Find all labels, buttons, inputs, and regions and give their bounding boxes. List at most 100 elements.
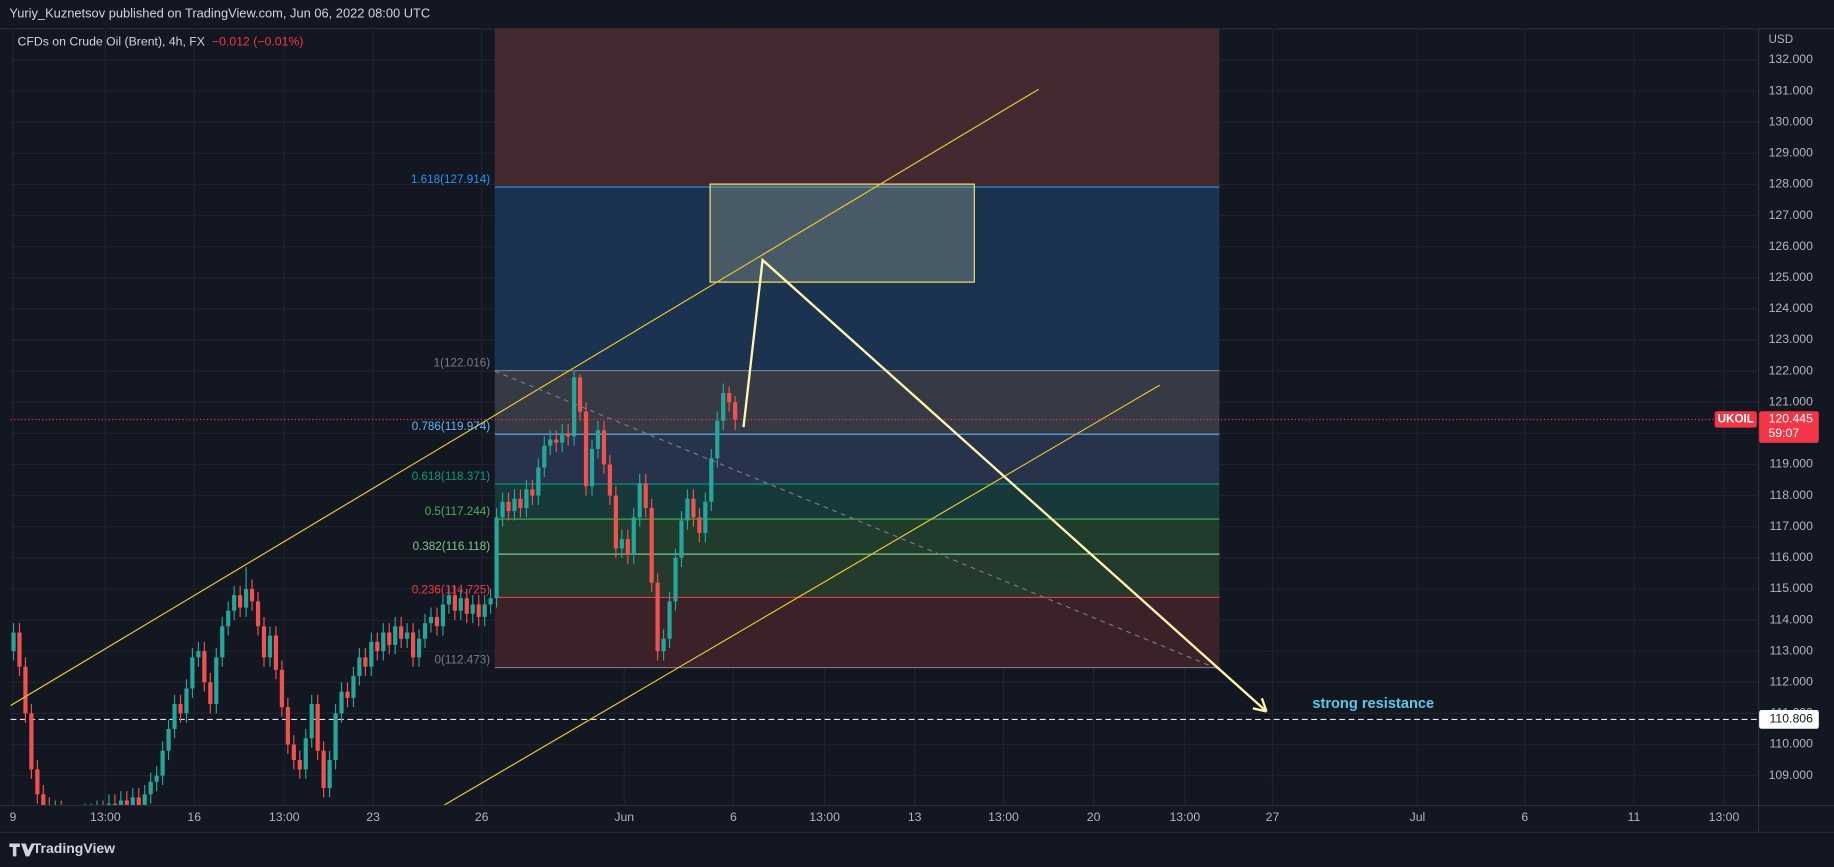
candle-body (321, 750, 326, 789)
resistance-label: strong resistance (1312, 696, 1434, 712)
candle-body (506, 501, 511, 512)
x-tick-label: 26 (475, 810, 489, 824)
y-tick-label: 122.000 (1769, 363, 1814, 377)
x-tick-label: 27 (1266, 810, 1280, 824)
x-tick-label: 9 (9, 810, 16, 824)
x-tick-label: Jul (1410, 810, 1426, 824)
candle-body (160, 750, 165, 776)
fib-zone (494, 370, 1220, 435)
fib-zone (494, 434, 1220, 485)
fib-zone (494, 28, 1220, 188)
candle-body (214, 657, 219, 705)
candle-body (601, 430, 607, 465)
x-tick-label: 13:00 (90, 810, 121, 824)
candle-body (220, 626, 225, 658)
trend-line (10, 88, 1040, 707)
y-tick-label: 129.000 (1769, 146, 1814, 160)
candle-body (422, 623, 428, 639)
candle-body (673, 557, 678, 602)
candle-body (142, 794, 147, 805)
candle-body (375, 641, 380, 652)
target-zone (709, 183, 975, 283)
x-tick-label: 13:00 (809, 810, 840, 824)
candle-body (589, 448, 595, 487)
y-tick-label: 109.000 (1769, 768, 1814, 782)
candle-body (118, 800, 123, 805)
y-tick-label: 126.000 (1769, 239, 1814, 253)
x-tick-label: 13:00 (1169, 810, 1200, 824)
y-tick-label: 131.000 (1769, 83, 1814, 97)
fib-label: 1(122.016) (434, 357, 491, 370)
symbol-tag (1714, 411, 1757, 428)
candle-body (333, 713, 338, 761)
footer-logo (9, 843, 36, 857)
candle-body (577, 377, 583, 412)
candle-body (11, 632, 16, 652)
y-tick-label: 125.000 (1769, 270, 1814, 284)
candle-body (172, 704, 177, 729)
symbol-label: UKOIL (1718, 413, 1754, 426)
candle-body (691, 498, 696, 518)
candle-body (410, 632, 416, 658)
candle-body (148, 781, 153, 795)
candle-body (583, 411, 589, 487)
y-tick-label: 117.000 (1770, 519, 1814, 533)
candle-body (446, 595, 451, 605)
candle-body (369, 641, 374, 667)
x-tick-label: 13 (908, 810, 922, 824)
candle-body (530, 489, 535, 496)
candle-body (178, 704, 183, 714)
candle-body (524, 489, 529, 509)
legend-change: −0.012 (−0.01%) (212, 35, 303, 49)
candle-body (202, 651, 207, 683)
forecast-arrow (742, 257, 1268, 713)
y-axis-label: USD (1769, 33, 1794, 46)
candle-body (285, 707, 290, 745)
candle-body (405, 632, 410, 639)
arrow-head (1252, 707, 1267, 713)
candle-body (255, 601, 261, 627)
x-tick-label: 11 (1628, 810, 1641, 824)
fib-zone (494, 484, 1220, 520)
candle-body (273, 635, 279, 670)
candle-body (303, 738, 308, 770)
fib-label: 1.618(127.914) (411, 173, 490, 186)
overlay: CFDs on Crude Oil (Brent), 4h, FX −0.012 … (9, 35, 1819, 824)
candle-body (637, 483, 642, 518)
last-price-tag (1759, 411, 1819, 443)
candle-body (17, 632, 22, 667)
x-tick-label: 13:00 (1709, 810, 1740, 824)
fib-zone (494, 597, 1220, 668)
candle-body (41, 794, 46, 805)
plot-area (10, 28, 1758, 805)
candle-body (232, 595, 237, 611)
legend-symbol: CFDs on Crude Oil (Brent), 4h, FX (18, 35, 205, 49)
candle-body (500, 501, 505, 518)
resistance-price: 110.806 (1770, 712, 1814, 726)
y-tick-label: 121.000 (1769, 394, 1814, 408)
candle-body (387, 632, 392, 645)
candle-body (434, 616, 440, 627)
candle-body (607, 464, 613, 496)
y-tick-label: 132.000 (1769, 52, 1814, 66)
candle-body (709, 458, 714, 502)
fib-label: 0.618(118.371) (412, 470, 491, 483)
fib-label: 0.786(119.974) (412, 420, 491, 433)
candle-body (184, 688, 189, 714)
candle-body (351, 676, 356, 698)
y-tick-label: 112.000 (1770, 675, 1814, 689)
trend-line (443, 384, 1161, 805)
x-tick-label: 16 (187, 810, 201, 824)
candle-body (136, 797, 141, 805)
candle-body (661, 638, 666, 652)
candle-body (595, 430, 601, 449)
candle-body (261, 626, 267, 658)
candle-body (23, 666, 28, 714)
candle-body (655, 582, 660, 652)
y-tick-label: 119.000 (1770, 457, 1814, 471)
y-tick-label: 124.000 (1769, 301, 1814, 315)
y-tick-label: 114.000 (1770, 612, 1814, 626)
candle-body (470, 604, 475, 614)
candle-body (721, 392, 726, 421)
